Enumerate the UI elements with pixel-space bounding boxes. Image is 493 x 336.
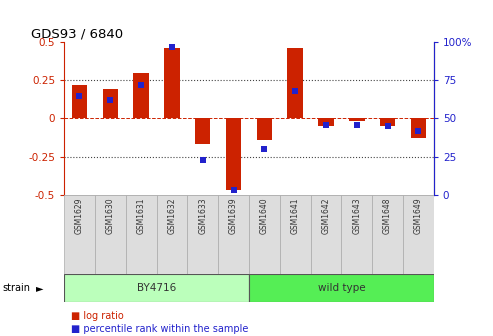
Bar	[157, 195, 187, 274]
Text: ►: ►	[35, 283, 43, 293]
Bar	[64, 274, 249, 302]
Bar	[164, 48, 179, 119]
Bar	[95, 195, 126, 274]
Bar	[195, 119, 211, 144]
Bar	[311, 195, 341, 274]
Bar	[126, 195, 157, 274]
Text: ■ log ratio: ■ log ratio	[71, 311, 124, 321]
Bar	[372, 195, 403, 274]
Text: GSM1648: GSM1648	[383, 197, 392, 234]
Text: wild type: wild type	[317, 283, 365, 293]
Bar	[287, 48, 303, 119]
Bar	[226, 119, 241, 190]
Text: GSM1629: GSM1629	[75, 197, 84, 234]
Text: BY4716: BY4716	[137, 283, 176, 293]
Bar	[411, 119, 426, 138]
Text: GSM1639: GSM1639	[229, 197, 238, 234]
Text: GSM1630: GSM1630	[106, 197, 115, 234]
Bar	[64, 195, 95, 274]
Bar	[249, 195, 280, 274]
Text: GSM1643: GSM1643	[352, 197, 361, 234]
Bar	[187, 195, 218, 274]
Bar	[341, 195, 372, 274]
Text: GSM1642: GSM1642	[321, 197, 330, 234]
Text: strain: strain	[2, 283, 31, 293]
Bar	[218, 195, 249, 274]
Text: GSM1641: GSM1641	[291, 197, 300, 234]
Bar	[257, 119, 272, 140]
Text: GDS93 / 6840: GDS93 / 6840	[31, 28, 123, 41]
Bar	[318, 119, 334, 126]
Bar	[280, 195, 311, 274]
Bar	[72, 85, 87, 119]
Text: GSM1649: GSM1649	[414, 197, 423, 234]
Bar	[380, 119, 395, 126]
Bar	[249, 274, 434, 302]
Bar	[103, 89, 118, 119]
Text: GSM1633: GSM1633	[198, 197, 207, 234]
Text: ■ percentile rank within the sample: ■ percentile rank within the sample	[71, 324, 249, 334]
Text: GSM1632: GSM1632	[168, 197, 176, 234]
Text: GSM1631: GSM1631	[137, 197, 145, 234]
Bar	[349, 119, 364, 122]
Bar	[134, 73, 149, 119]
Text: GSM1640: GSM1640	[260, 197, 269, 234]
Bar	[403, 195, 434, 274]
